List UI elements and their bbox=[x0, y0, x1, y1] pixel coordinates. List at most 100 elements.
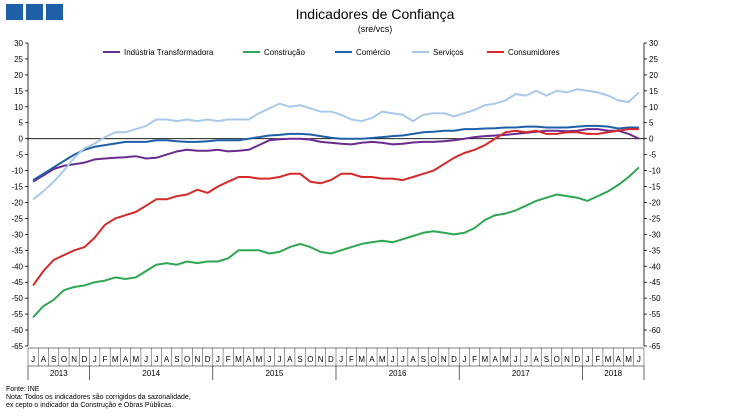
year-label: 2015 bbox=[266, 369, 284, 378]
month-label: J bbox=[339, 355, 343, 364]
month-label: J bbox=[390, 355, 394, 364]
y-tick-label-left: -40 bbox=[11, 262, 23, 271]
month-label: J bbox=[267, 355, 271, 364]
y-tick-label-left: -25 bbox=[11, 214, 23, 223]
month-label: A bbox=[410, 355, 416, 364]
month-label: M bbox=[256, 355, 263, 364]
month-label: J bbox=[144, 355, 148, 364]
month-label: O bbox=[61, 355, 67, 364]
y-tick-label-right: 25 bbox=[649, 55, 658, 64]
y-tick-label-left: -20 bbox=[11, 198, 23, 207]
month-label: J bbox=[524, 355, 528, 364]
month-label: A bbox=[246, 355, 252, 364]
y-tick-label-left: 0 bbox=[19, 135, 24, 144]
month-label: F bbox=[226, 355, 231, 364]
month-label: M bbox=[379, 355, 386, 364]
month-label: M bbox=[358, 355, 365, 364]
y-tick-label-right: -55 bbox=[649, 310, 661, 319]
month-label: D bbox=[574, 355, 580, 364]
legend-label: Serviços bbox=[433, 48, 464, 57]
y-tick-label-left: 20 bbox=[14, 71, 23, 80]
series-line-com-rcio bbox=[32, 124, 639, 181]
legend-label: Construção bbox=[264, 48, 305, 57]
y-tick-label-left: -15 bbox=[11, 183, 23, 192]
month-label: A bbox=[616, 355, 622, 364]
month-label: J bbox=[154, 355, 158, 364]
y-tick-label-right: 0 bbox=[649, 135, 654, 144]
month-label: F bbox=[103, 355, 108, 364]
y-tick-label-left: -65 bbox=[11, 342, 23, 351]
y-tick-label-right: -45 bbox=[649, 278, 661, 287]
month-label: A bbox=[534, 355, 540, 364]
y-tick-label-right: -35 bbox=[649, 246, 661, 255]
logo-block-3 bbox=[46, 4, 63, 20]
footnote-line-1: Nota: Todos os indicadores são corrigido… bbox=[6, 394, 191, 401]
y-tick-label-right: 20 bbox=[649, 71, 658, 80]
y-tick-label-right: -50 bbox=[649, 294, 661, 303]
y-tick-label-right: -65 bbox=[649, 342, 661, 351]
y-tick-label-left: -35 bbox=[11, 246, 23, 255]
series-line-ind-stria-transformadora bbox=[32, 128, 640, 183]
y-tick-label-right: -10 bbox=[649, 167, 661, 176]
month-label: S bbox=[544, 355, 549, 364]
month-label: A bbox=[164, 355, 170, 364]
y-tick-label-right: -15 bbox=[649, 183, 661, 192]
y-tick-label-left: 25 bbox=[14, 55, 23, 64]
month-label: S bbox=[51, 355, 56, 364]
logo bbox=[6, 4, 63, 20]
logo-block-2 bbox=[26, 4, 43, 20]
year-label: 2017 bbox=[512, 369, 530, 378]
y-tick-label-left: -5 bbox=[16, 151, 24, 160]
chart-legend: Indústria Transformadora Construção Comérc… bbox=[103, 48, 560, 57]
month-label: A bbox=[41, 355, 47, 364]
y-tick-label-left: -30 bbox=[11, 230, 23, 239]
month-label: A bbox=[369, 355, 375, 364]
chart-subtitle: (sre/vcs) bbox=[357, 24, 393, 34]
month-label: M bbox=[132, 355, 139, 364]
month-label: M bbox=[502, 355, 509, 364]
y-tick-label-right: -30 bbox=[649, 230, 661, 239]
y-tick-label-right: 30 bbox=[649, 39, 658, 48]
month-label: J bbox=[216, 355, 220, 364]
legend-label: Indústria Transformadora bbox=[124, 48, 214, 57]
y-tick-label-left: -55 bbox=[11, 310, 23, 319]
month-label: F bbox=[472, 355, 477, 364]
legend-label: Comércio bbox=[356, 48, 391, 57]
y-tick-label-right: -5 bbox=[649, 151, 657, 160]
month-label: M bbox=[482, 355, 489, 364]
y-tick-label-left: -50 bbox=[11, 294, 23, 303]
series-line-consumidores bbox=[32, 128, 639, 286]
legend-label: Consumidores bbox=[508, 48, 560, 57]
series-line-constru-o bbox=[32, 166, 640, 318]
month-label: M bbox=[235, 355, 242, 364]
year-label: 2018 bbox=[604, 369, 622, 378]
month-label: J bbox=[401, 355, 405, 364]
y-tick-label-left: 15 bbox=[14, 87, 23, 96]
month-label: M bbox=[605, 355, 612, 364]
y-tick-label-right: 15 bbox=[649, 87, 658, 96]
month-label: D bbox=[328, 355, 334, 364]
y-tick-label-left: 10 bbox=[14, 103, 23, 112]
month-label: O bbox=[307, 355, 313, 364]
year-label: 2013 bbox=[50, 369, 68, 378]
y-tick-label-right: 5 bbox=[649, 119, 654, 128]
month-label: S bbox=[174, 355, 179, 364]
month-label: M bbox=[625, 355, 632, 364]
month-label: J bbox=[514, 355, 518, 364]
month-label: J bbox=[586, 355, 590, 364]
month-label: O bbox=[430, 355, 436, 364]
month-label: J bbox=[637, 355, 641, 364]
month-label: O bbox=[184, 355, 190, 364]
month-label: S bbox=[421, 355, 426, 364]
y-tick-label-right: -25 bbox=[649, 214, 661, 223]
month-label: N bbox=[564, 355, 570, 364]
month-label: N bbox=[71, 355, 77, 364]
month-label: A bbox=[287, 355, 293, 364]
y-tick-label-right: -60 bbox=[649, 326, 661, 335]
month-label: D bbox=[82, 355, 88, 364]
month-label: M bbox=[112, 355, 119, 364]
month-label: A bbox=[123, 355, 129, 364]
month-label: J bbox=[31, 355, 35, 364]
